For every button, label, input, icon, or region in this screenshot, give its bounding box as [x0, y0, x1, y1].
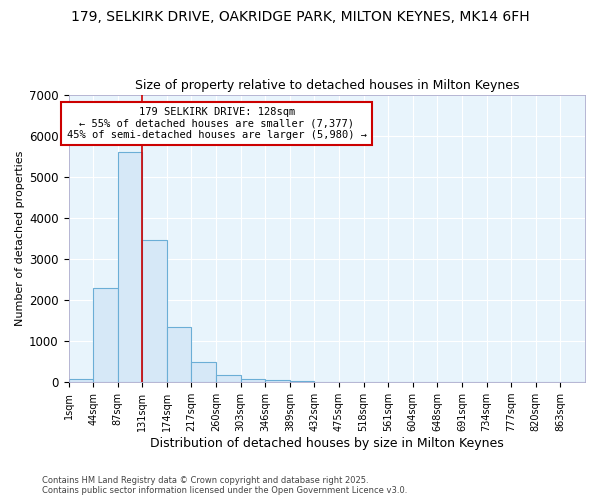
- Bar: [68, 379, 93, 382]
- Bar: [118, 152, 142, 382]
- Text: Contains HM Land Registry data © Crown copyright and database right 2025.
Contai: Contains HM Land Registry data © Crown c…: [42, 476, 407, 495]
- Title: Size of property relative to detached houses in Milton Keynes: Size of property relative to detached ho…: [134, 79, 519, 92]
- Bar: [216, 375, 241, 382]
- Y-axis label: Number of detached properties: Number of detached properties: [15, 150, 25, 326]
- Bar: [290, 381, 314, 382]
- X-axis label: Distribution of detached houses by size in Milton Keynes: Distribution of detached houses by size …: [150, 437, 503, 450]
- Text: 179, SELKIRK DRIVE, OAKRIDGE PARK, MILTON KEYNES, MK14 6FH: 179, SELKIRK DRIVE, OAKRIDGE PARK, MILTO…: [71, 10, 529, 24]
- Bar: [265, 380, 290, 382]
- Bar: [241, 378, 265, 382]
- Bar: [167, 326, 191, 382]
- Bar: [93, 288, 118, 382]
- Text: 179 SELKIRK DRIVE: 128sqm
← 55% of detached houses are smaller (7,377)
45% of se: 179 SELKIRK DRIVE: 128sqm ← 55% of detac…: [67, 107, 367, 140]
- Bar: [142, 240, 167, 382]
- Bar: [191, 362, 216, 382]
